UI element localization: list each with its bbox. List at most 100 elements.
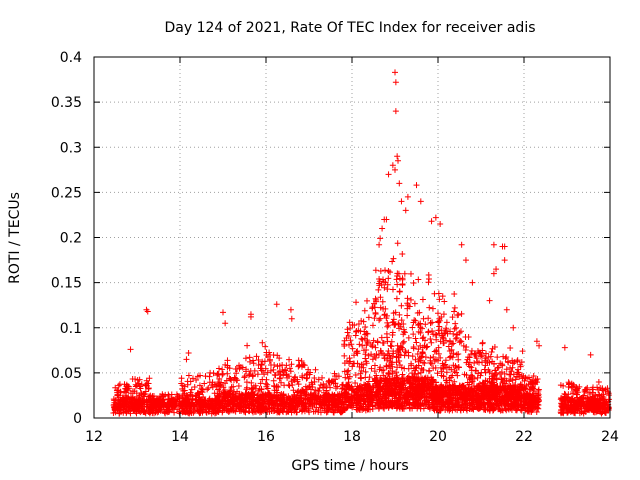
data-point bbox=[258, 367, 265, 374]
data-point bbox=[262, 393, 269, 400]
data-point bbox=[347, 325, 354, 332]
data-point bbox=[199, 386, 206, 393]
data-point bbox=[377, 391, 384, 398]
data-point bbox=[261, 406, 268, 413]
data-point bbox=[427, 335, 434, 342]
data-point bbox=[332, 385, 339, 392]
data-point bbox=[409, 324, 416, 331]
data-point-outlier bbox=[396, 180, 403, 187]
data-point bbox=[195, 398, 202, 405]
data-point bbox=[363, 360, 370, 367]
data-point-outlier bbox=[185, 350, 192, 357]
data-point bbox=[256, 409, 263, 416]
data-point bbox=[389, 258, 396, 265]
data-point-outlier bbox=[510, 324, 517, 331]
x-axis-label: GPS time / hours bbox=[291, 458, 408, 474]
data-point-outlier bbox=[486, 297, 493, 304]
data-point bbox=[196, 408, 203, 415]
data-point bbox=[321, 397, 328, 404]
data-point bbox=[349, 404, 356, 411]
data-point bbox=[356, 341, 363, 348]
data-point bbox=[242, 398, 249, 405]
data-point bbox=[393, 369, 400, 376]
data-point bbox=[234, 388, 241, 395]
data-point bbox=[430, 353, 437, 360]
data-point bbox=[380, 352, 387, 359]
data-point bbox=[345, 367, 352, 374]
data-point bbox=[278, 395, 285, 402]
data-point bbox=[452, 320, 459, 327]
data-point bbox=[184, 381, 191, 388]
data-point bbox=[369, 341, 376, 348]
data-point bbox=[399, 251, 406, 258]
data-point bbox=[488, 348, 495, 355]
data-point bbox=[306, 409, 313, 416]
data-point bbox=[388, 361, 395, 368]
data-point bbox=[235, 382, 242, 389]
data-point bbox=[241, 374, 248, 381]
data-point bbox=[266, 357, 273, 364]
y-tick-label: 0.25 bbox=[51, 185, 82, 201]
data-point bbox=[375, 352, 382, 359]
data-point-outlier bbox=[428, 218, 435, 225]
data-point bbox=[391, 375, 398, 382]
data-point-outlier bbox=[587, 351, 594, 358]
data-point bbox=[201, 380, 208, 387]
data-point bbox=[116, 381, 123, 388]
data-point-outlier bbox=[288, 315, 295, 322]
data-point bbox=[482, 350, 489, 357]
data-point bbox=[360, 393, 367, 400]
data-point bbox=[283, 372, 290, 379]
data-point bbox=[249, 400, 256, 407]
data-point bbox=[323, 387, 330, 394]
data-point bbox=[346, 341, 353, 348]
data-point bbox=[422, 321, 429, 328]
data-point bbox=[377, 315, 384, 322]
data-point-outlier bbox=[395, 157, 402, 164]
data-point bbox=[386, 400, 393, 407]
data-point bbox=[274, 363, 281, 370]
data-point bbox=[295, 363, 302, 370]
data-point bbox=[253, 353, 260, 360]
data-point bbox=[297, 388, 304, 395]
data-point bbox=[381, 311, 388, 318]
data-point bbox=[407, 270, 414, 277]
data-point bbox=[434, 310, 441, 317]
data-point-outlier bbox=[469, 279, 476, 286]
data-point bbox=[363, 404, 370, 411]
data-point bbox=[299, 401, 306, 408]
data-point bbox=[372, 295, 379, 302]
data-point bbox=[422, 354, 429, 361]
data-point bbox=[364, 337, 371, 344]
data-point bbox=[317, 409, 324, 416]
data-point bbox=[248, 379, 255, 386]
data-point bbox=[179, 392, 186, 399]
data-point bbox=[224, 364, 231, 371]
data-point bbox=[286, 401, 293, 408]
data-point bbox=[182, 397, 189, 404]
data-point bbox=[132, 381, 139, 388]
data-point bbox=[393, 359, 400, 366]
data-point bbox=[377, 235, 384, 242]
data-point-outlier bbox=[398, 198, 405, 205]
data-point bbox=[307, 397, 314, 404]
data-point bbox=[381, 284, 388, 291]
data-point bbox=[377, 268, 384, 275]
data-point bbox=[386, 386, 393, 393]
data-point bbox=[281, 399, 288, 406]
data-point bbox=[383, 377, 390, 384]
data-point bbox=[376, 386, 383, 393]
data-point bbox=[431, 290, 438, 297]
data-point bbox=[355, 396, 362, 403]
data-point bbox=[210, 370, 217, 377]
data-point bbox=[334, 391, 341, 398]
data-point bbox=[394, 281, 401, 288]
data-point bbox=[262, 365, 269, 372]
data-point bbox=[288, 361, 295, 368]
data-point bbox=[399, 339, 406, 346]
data-point bbox=[404, 312, 411, 319]
data-point bbox=[362, 331, 369, 338]
data-point bbox=[294, 404, 301, 411]
data-point bbox=[252, 385, 259, 392]
data-point bbox=[443, 319, 450, 326]
